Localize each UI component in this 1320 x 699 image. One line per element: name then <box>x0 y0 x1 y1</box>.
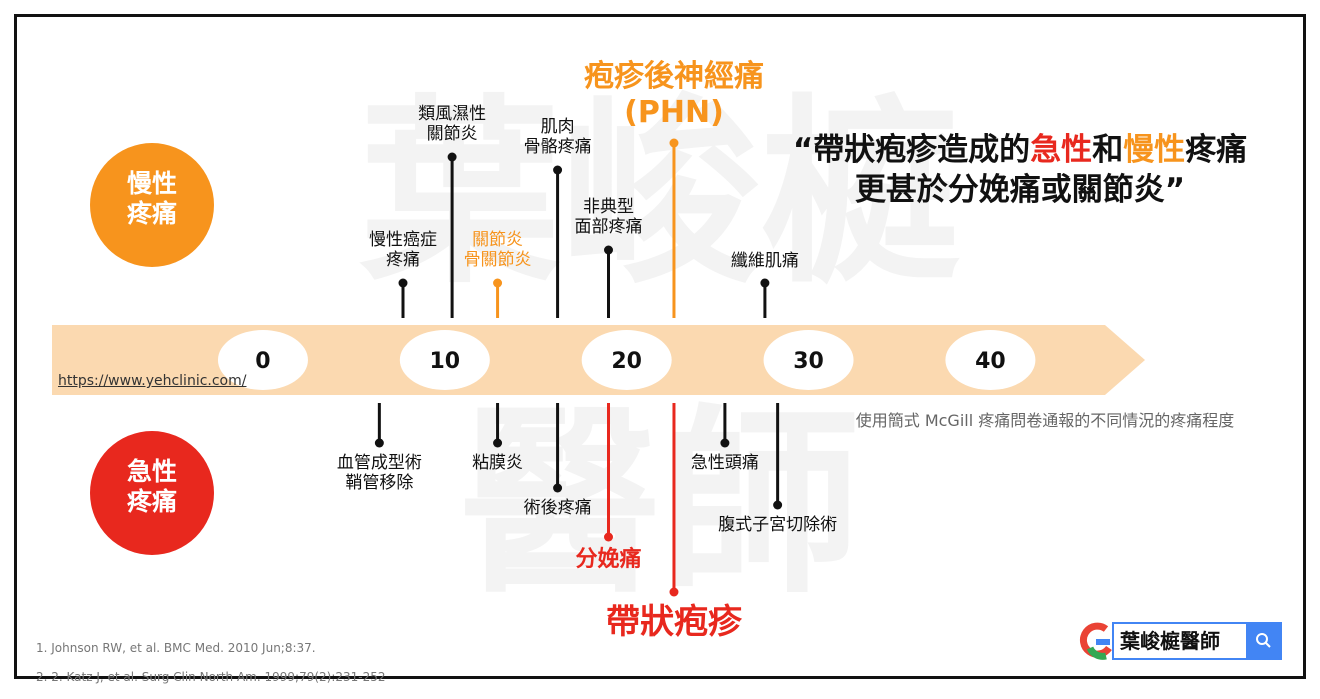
search-box[interactable]: 葉峻榳醫師 <box>1112 622 1282 660</box>
legend-label: 急性 疼痛 <box>126 457 177 516</box>
stem-dot <box>604 245 614 255</box>
point-label: 慢性癌症 疼痛 <box>368 230 437 271</box>
point-label: 血管成型術 鞘管移除 <box>336 453 422 494</box>
references: 1. Johnson RW, et al. BMC Med. 2010 Jun;… <box>36 627 386 699</box>
point-label: 類風濕性 關節炎 <box>418 104 487 145</box>
point-label: 非典型 面部疼痛 <box>574 197 643 238</box>
search-button[interactable] <box>1246 624 1280 658</box>
x-tick-label: 0 <box>255 349 270 374</box>
tick-bubble <box>581 330 672 390</box>
point-label: 分娩痛 <box>575 547 642 572</box>
stem-dot <box>669 138 679 148</box>
reference: 1. Johnson RW, et al. BMC Med. 2010 Jun;… <box>36 641 316 656</box>
quote-part: 疼痛 更甚於分娩痛或關節炎” <box>854 132 1248 209</box>
stem-dot <box>760 278 770 288</box>
point-label: 急性頭痛 <box>690 453 759 473</box>
x-tick-label: 10 <box>430 349 461 374</box>
legend-circle <box>90 431 214 555</box>
stem-dot <box>553 165 563 175</box>
tick-bubble <box>763 330 854 390</box>
point-label: 肌肉 骨骼疼痛 <box>523 117 592 158</box>
stem-dot <box>447 152 457 162</box>
stem-dot <box>720 438 730 448</box>
stem-dot <box>493 438 503 448</box>
quote-part: “帶狀疱疹造成的 <box>792 132 1031 168</box>
stem-dot <box>604 532 614 542</box>
source-url: https://www.yehclinic.com/ <box>58 373 247 389</box>
point-label: 關節炎 骨關節炎 <box>463 230 532 271</box>
point-label: 疱疹後神經痛 (PHN) <box>583 59 764 130</box>
reference: 2. 2. Katz J, et al. Surg Clin North Am.… <box>36 670 386 685</box>
stem-dot <box>398 278 408 288</box>
tick-bubble <box>399 330 490 390</box>
stem-dot <box>493 278 503 288</box>
stem-dot <box>374 438 384 448</box>
quote-part: 慢性 <box>1123 132 1186 168</box>
legend-circle <box>90 143 214 267</box>
stem-dot <box>669 587 679 597</box>
quote: “帶狀疱疹造成的急性和慢性疼痛 更甚於分娩痛或關節炎” <box>740 130 1300 211</box>
x-tick-label: 40 <box>975 349 1006 374</box>
x-tick-label: 20 <box>611 349 642 374</box>
tick-bubble <box>945 330 1036 390</box>
subtitle: 使用簡式 McGill 疼痛問卷通報的不同情況的疼痛程度 <box>855 411 1235 430</box>
legend-label: 慢性 疼痛 <box>126 169 177 228</box>
watermark: 葉峻榳 醫師 <box>359 78 960 621</box>
point-label: 粘膜炎 <box>472 453 524 473</box>
quote-part: 和 <box>1092 132 1124 168</box>
point-label: 腹式子宮切除術 <box>718 515 838 535</box>
stem-dot <box>773 500 783 510</box>
quote-part: 急性 <box>1030 132 1093 168</box>
point-label: 帶狀疱疹 <box>605 602 742 642</box>
point-label: 纖維肌痛 <box>730 251 799 271</box>
x-tick-label: 30 <box>793 349 824 374</box>
tick-bubble <box>217 330 308 390</box>
search-text: 葉峻榳醫師 <box>1120 629 1220 653</box>
point-label: 術後疼痛 <box>523 498 592 518</box>
stem-dot <box>553 483 563 493</box>
